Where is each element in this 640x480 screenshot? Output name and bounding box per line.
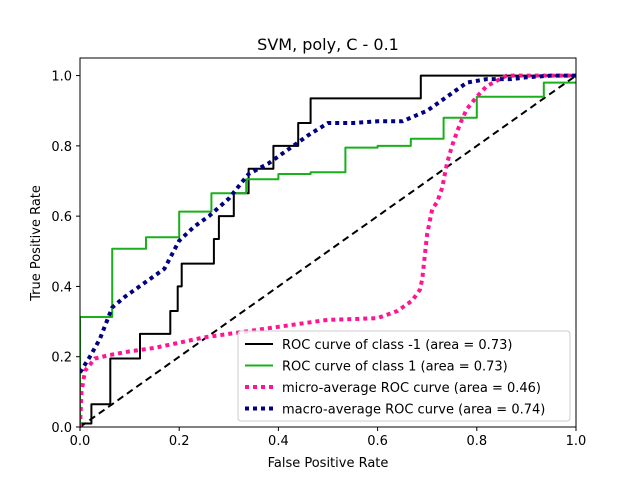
- series-layer: [80, 73, 576, 428]
- legend-entry-3: macro-average ROC curve (area = 0.74): [282, 403, 545, 418]
- plot-area: [80, 73, 576, 428]
- legend-entry-1: ROC curve of class 1 (area = 0.73): [282, 360, 508, 375]
- chart-title: SVM, poly, C - 0.1: [257, 35, 399, 54]
- y-tick-label: 0.8: [51, 140, 72, 155]
- x-tick-label: 0.6: [367, 434, 388, 449]
- y-axis: 0.0 0.2 0.4 0.6 0.8 1.0: [51, 70, 80, 436]
- y-tick-label: 0.4: [51, 280, 72, 295]
- x-tick-label: 1.0: [566, 434, 587, 449]
- x-tick-label: 0.0: [70, 434, 91, 449]
- x-tick-label: 0.4: [268, 434, 289, 449]
- chance-diagonal-line: [80, 74, 576, 428]
- y-axis-label: True Positive Rate: [29, 185, 44, 302]
- x-axis-label: False Positive Rate: [268, 456, 389, 471]
- y-tick-label: 1.0: [51, 70, 72, 85]
- x-tick-label: 0.2: [169, 434, 190, 449]
- series-line-3: [80, 73, 576, 374]
- y-tick-label: 0.0: [51, 421, 72, 436]
- y-tick-label: 0.2: [51, 351, 72, 366]
- legend-entry-2: micro-average ROC curve (area = 0.46): [282, 381, 541, 396]
- series-line-0: [80, 74, 576, 427]
- legend-box: [237, 330, 571, 422]
- y-tick-label: 0.6: [51, 210, 72, 225]
- legend: ROC curve of class -1 (area = 0.73) ROC c…: [237, 330, 571, 422]
- x-axis: 0.0 0.2 0.4 0.6 0.8 1.0: [70, 427, 587, 449]
- legend-entry-0: ROC curve of class -1 (area = 0.73): [282, 338, 512, 353]
- x-tick-label: 0.8: [466, 434, 487, 449]
- plot-frame: [79, 57, 577, 428]
- series-line-1: [80, 81, 576, 427]
